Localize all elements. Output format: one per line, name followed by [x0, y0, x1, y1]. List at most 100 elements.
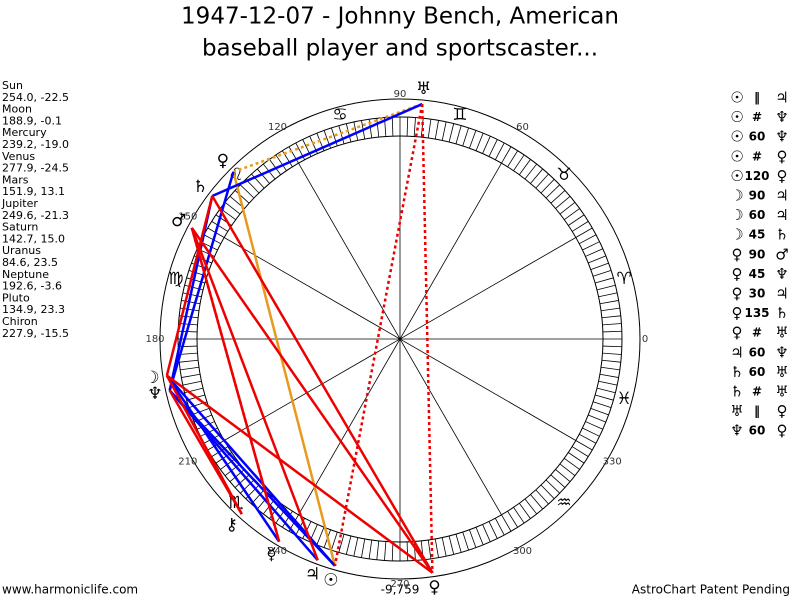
planet-glyph: ♄: [193, 177, 208, 197]
band-tick: [598, 380, 618, 386]
band-tick: [602, 345, 622, 348]
band-tick: [224, 202, 241, 215]
band-tick: [229, 469, 245, 483]
planet-position: 188.9, -0.1: [2, 114, 62, 127]
band-tick: [368, 539, 373, 559]
band-tick: [602, 330, 622, 333]
band-tick: [585, 421, 603, 430]
aspect-planet: ♀: [732, 265, 743, 283]
aspect-planet: ♆: [775, 343, 788, 361]
band-tick: [563, 457, 580, 470]
aspect-planet: ♄: [775, 304, 788, 322]
band-tick: [251, 173, 265, 189]
sign-glyph: ♋: [332, 105, 347, 125]
band-tick: [579, 234, 597, 245]
band-tick: [545, 184, 560, 199]
band-tick: [462, 127, 469, 147]
band-tick: [585, 248, 603, 257]
band-tick: [513, 507, 525, 524]
band-tick: [530, 168, 544, 184]
band-tick: [482, 524, 491, 542]
aspect-planet: ♀: [777, 422, 788, 440]
band-tick: [595, 277, 614, 284]
aspect-type: 90: [749, 247, 766, 261]
aspect-line: [190, 227, 281, 543]
aspect-planet: ♆: [775, 108, 788, 126]
band-tick: [571, 221, 589, 232]
sign-glyph: ♈: [616, 269, 631, 289]
aspect-line: [165, 195, 214, 376]
planet-glyph: ☉: [323, 570, 338, 590]
footer-right: AstroChart Patent Pending: [632, 583, 790, 597]
degree-label: 330: [603, 457, 622, 468]
band-tick: [240, 184, 255, 199]
planet-position: 192.6, -3.6: [2, 280, 62, 293]
aspect-planet: ☉: [730, 128, 743, 146]
band-tick: [494, 518, 505, 536]
band-tick: [282, 510, 293, 528]
aspect-planet: ♃: [775, 285, 788, 303]
band-tick: [224, 463, 241, 476]
spoke: [223, 237, 577, 441]
band-tick: [441, 537, 447, 557]
planet-glyph: ♂: [171, 211, 186, 231]
degree-label: 90: [394, 89, 407, 100]
band-tick: [563, 208, 580, 221]
degree-label: 180: [145, 334, 164, 345]
band-tick: [575, 227, 593, 238]
band-tick: [571, 446, 589, 457]
band-tick: [540, 484, 555, 499]
band-tick: [582, 241, 600, 251]
band-tick: [518, 502, 531, 519]
aspect-line: [168, 389, 336, 567]
aspect-line: [168, 171, 235, 391]
band-tick: [469, 529, 477, 548]
band-tick: [602, 352, 622, 355]
band-tick: [361, 538, 366, 558]
aspect-planet: ☉: [730, 147, 743, 165]
aspect-type: 30: [749, 287, 766, 301]
footer-left: www.harmoniclife.com: [2, 583, 138, 597]
band-tick: [338, 125, 345, 144]
band-tick: [540, 179, 555, 194]
degree-label: 0: [642, 334, 648, 345]
band-tick: [518, 159, 531, 176]
aspect-planet: ☉: [730, 108, 743, 126]
band-tick: [555, 469, 571, 483]
band-tick: [384, 541, 387, 561]
band-tick: [494, 142, 505, 160]
band-tick: [488, 521, 498, 539]
aspect-type: #: [752, 326, 762, 340]
band-tick: [501, 514, 512, 532]
band-tick: [240, 479, 255, 494]
band-tick: [559, 202, 576, 215]
band-tick: [406, 117, 409, 137]
band-tick: [316, 527, 325, 545]
band-tick: [475, 527, 484, 545]
band-tick: [501, 146, 512, 164]
aspect-planet: ♆: [775, 265, 788, 283]
band-tick: [427, 539, 432, 559]
planet-name: Chiron: [2, 315, 38, 328]
band-tick: [413, 117, 416, 137]
sign-glyph: ♓: [616, 389, 631, 409]
band-tick: [550, 190, 566, 204]
planet-glyph: ☿: [266, 545, 276, 565]
planet-position: 277.9, -24.5: [2, 162, 69, 175]
aspect-type: #: [752, 149, 762, 163]
band-tick: [376, 540, 380, 560]
band-tick: [406, 541, 409, 561]
band-tick: [179, 359, 199, 363]
outer-circle: [159, 98, 641, 580]
aspect-planet: ♄: [730, 383, 743, 401]
aspect-type: 60: [749, 130, 766, 144]
planet-name: Mercury: [2, 126, 47, 139]
band-tick: [345, 123, 352, 143]
band-tick: [524, 498, 537, 515]
aspect-planet: ♀: [777, 402, 788, 420]
aspect-planet: ♄: [730, 363, 743, 381]
band-tick: [197, 421, 215, 430]
aspect-type: 60: [749, 208, 766, 222]
band-tick: [595, 394, 614, 401]
aspect-line: [211, 102, 423, 198]
